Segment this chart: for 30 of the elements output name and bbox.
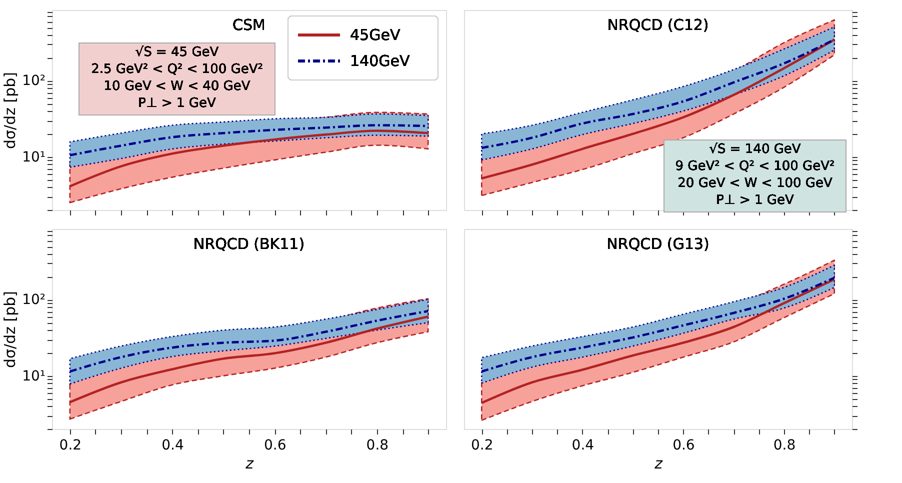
legend-label: 140GeV — [350, 52, 410, 70]
annotation: 2.5 GeV² < Q² < 100 GeV² — [91, 62, 263, 77]
annotation: 9 GeV² < Q² < 100 GeV² — [675, 159, 835, 174]
y-axis-title: dσ/dz [pb] — [1, 291, 20, 368]
y-tick-label: 10² — [22, 292, 46, 308]
x-tick-label: 0.8 — [773, 438, 796, 454]
x-axis-title: z — [244, 454, 255, 472]
annotation: P⊥ > 1 GeV — [716, 193, 794, 208]
x-tick-label: 0.2 — [471, 438, 494, 454]
chart-title: CSM — [232, 16, 266, 34]
annotation: 10 GeV < W < 40 GeV — [104, 79, 250, 94]
x-tick-label: 0.6 — [672, 438, 695, 454]
legend-label: 45GeV — [350, 26, 401, 44]
chart-title: NRQCD (C12) — [607, 16, 709, 34]
y-tick-label: 10¹ — [22, 149, 46, 166]
y-axis-title: dσ/dz [pb] — [1, 72, 20, 149]
annotation: √S = 140 GeV — [709, 142, 801, 157]
chart-title: NRQCD (G13) — [606, 235, 710, 253]
x-tick-label: 0.2 — [59, 438, 82, 454]
annotation: √S = 45 GeV — [135, 45, 219, 60]
x-tick-label: 0.6 — [264, 438, 286, 454]
x-tick-label: 0.8 — [366, 438, 389, 454]
y-tick-label: 10² — [22, 73, 46, 90]
x-axis-title: z — [654, 454, 664, 472]
x-tick-label: 0.4 — [162, 438, 184, 454]
annotation: P⊥ > 1 GeV — [138, 96, 216, 111]
x-tick-label: 0.4 — [572, 438, 594, 454]
annotation: 20 GeV < W < 100 GeV — [678, 176, 832, 191]
y-tick-label: 10¹ — [22, 368, 46, 384]
chart-title: NRQCD (BK11) — [193, 235, 305, 253]
